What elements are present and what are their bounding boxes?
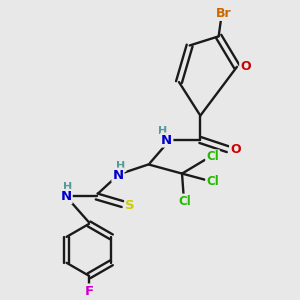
Text: N: N xyxy=(112,169,124,182)
Text: O: O xyxy=(230,143,241,156)
Text: N: N xyxy=(61,190,72,203)
Text: Cl: Cl xyxy=(179,194,191,208)
Text: Cl: Cl xyxy=(206,175,219,188)
Text: Cl: Cl xyxy=(206,150,219,163)
Text: Br: Br xyxy=(215,7,231,20)
Text: S: S xyxy=(125,199,135,212)
Text: N: N xyxy=(161,134,172,146)
Text: O: O xyxy=(240,60,251,73)
Text: F: F xyxy=(84,284,94,298)
Text: H: H xyxy=(63,182,72,192)
Text: H: H xyxy=(116,161,126,171)
Text: H: H xyxy=(158,126,167,136)
